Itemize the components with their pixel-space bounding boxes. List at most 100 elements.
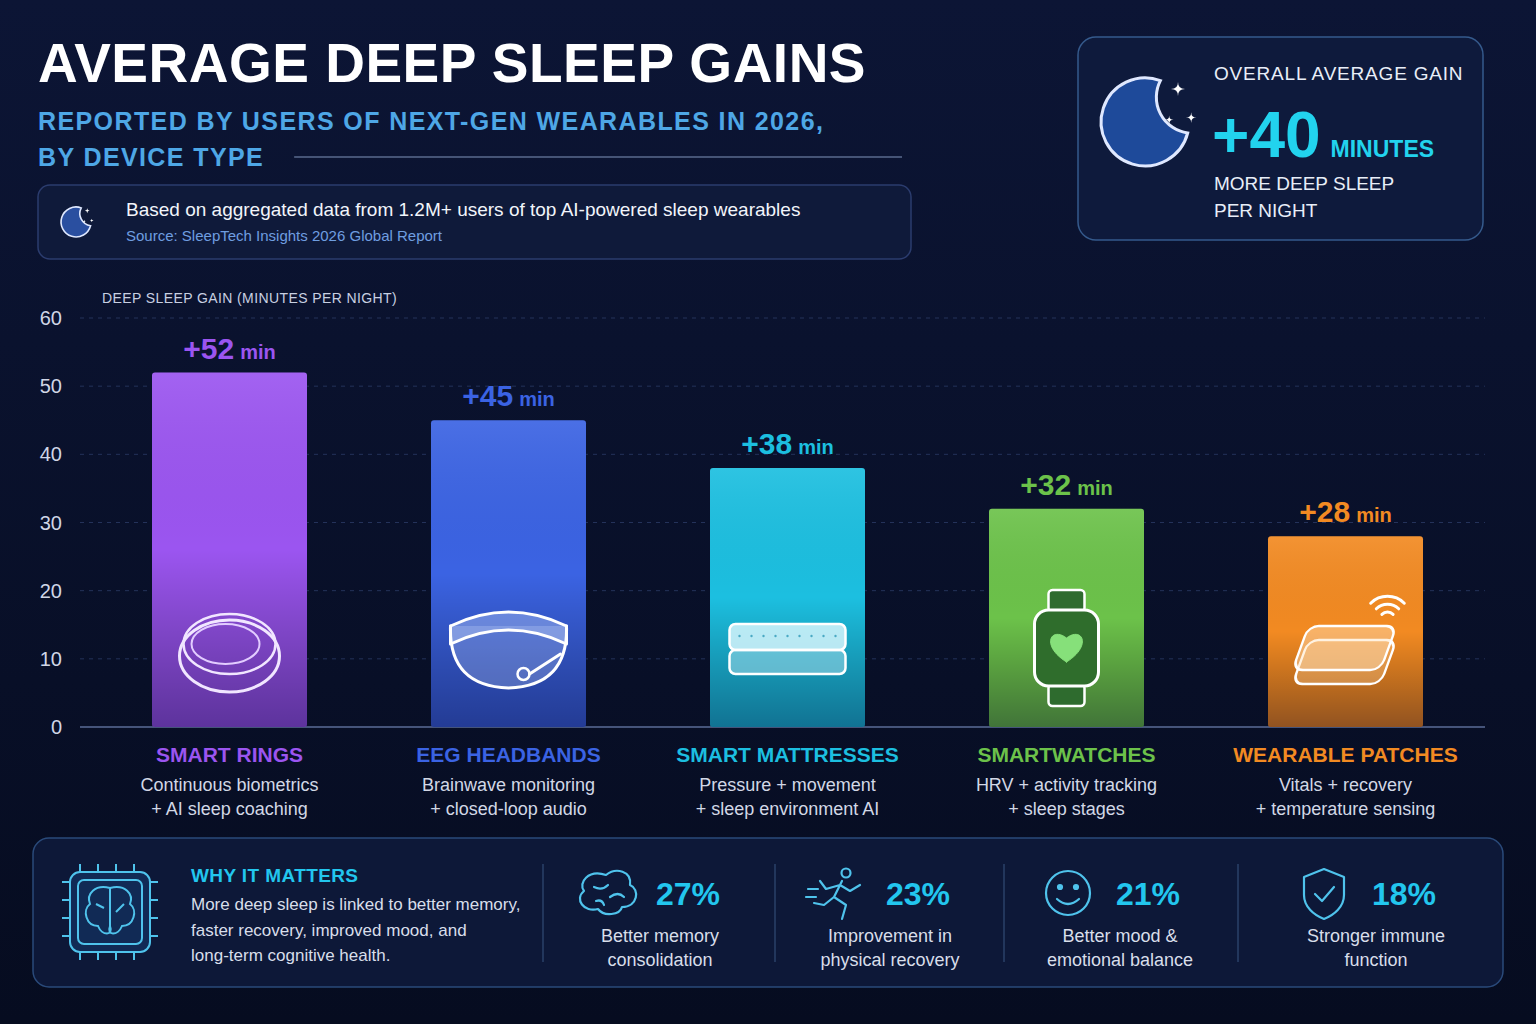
star bbox=[1165, 115, 1174, 124]
strap bbox=[530, 654, 561, 674]
speed-line bbox=[806, 889, 818, 897]
subtitle: REPORTED BY USERS OF NEXT-GEN WEARABLES … bbox=[38, 107, 824, 135]
data-label-unit: min bbox=[240, 341, 276, 363]
divider bbox=[1237, 864, 1239, 962]
note-box bbox=[38, 185, 911, 259]
signal bbox=[1371, 596, 1405, 603]
dot bbox=[822, 635, 824, 637]
bar-shade bbox=[152, 373, 307, 727]
stat-icon bbox=[1304, 869, 1344, 919]
category-description: + temperature sensing bbox=[1256, 799, 1436, 819]
data-label: +28min bbox=[1299, 495, 1391, 528]
category-description: + closed-loop audio bbox=[430, 799, 587, 819]
category-description: Continuous biometrics bbox=[140, 775, 318, 795]
text-line: function bbox=[1344, 950, 1407, 970]
summary-value: +40 bbox=[1212, 99, 1321, 171]
summary-caption: PER NIGHT bbox=[1214, 200, 1318, 221]
stat-label: Stronger immune function bbox=[1307, 926, 1445, 970]
ring bbox=[180, 620, 280, 692]
grid bbox=[80, 318, 1485, 727]
ring bbox=[184, 614, 276, 674]
divider bbox=[294, 156, 902, 158]
pin bbox=[115, 864, 117, 872]
stat-label: Better mood &emotional balance bbox=[1047, 926, 1193, 970]
category-description: Pressure + movement bbox=[699, 775, 876, 795]
category-description: Vitals + recovery bbox=[1279, 775, 1412, 795]
bars bbox=[152, 373, 1423, 727]
tick-label: 60 bbox=[40, 307, 62, 329]
pin bbox=[150, 935, 158, 937]
data-label-unit: min bbox=[798, 436, 834, 458]
pin bbox=[150, 881, 158, 883]
text-line: physical recovery bbox=[820, 950, 959, 970]
category-label: SMART MATTRESSES bbox=[676, 743, 898, 766]
text-line: consolidation bbox=[607, 950, 712, 970]
pin bbox=[115, 952, 117, 960]
text-line: Better memory bbox=[601, 926, 719, 946]
bar-shade bbox=[710, 468, 865, 727]
stat-icon bbox=[580, 871, 636, 914]
pin bbox=[150, 917, 158, 919]
bar bbox=[989, 509, 1144, 727]
device-icon bbox=[1292, 596, 1404, 684]
star bbox=[85, 208, 90, 213]
pin bbox=[62, 881, 70, 883]
band bbox=[451, 612, 567, 644]
chip-inner bbox=[78, 880, 142, 944]
heart bbox=[1051, 634, 1083, 662]
bar bbox=[431, 420, 586, 727]
bar-shade bbox=[989, 509, 1144, 727]
tick-label: 40 bbox=[40, 443, 62, 465]
brain bbox=[86, 887, 111, 933]
summary-unit: MINUTES bbox=[1331, 136, 1435, 162]
data-label-number: +52 bbox=[183, 332, 234, 365]
category-description: HRV + activity tracking bbox=[976, 775, 1157, 795]
data-label: +38min bbox=[741, 427, 833, 460]
star bbox=[83, 220, 86, 223]
pin bbox=[97, 864, 99, 872]
text-line: Stronger immune bbox=[1307, 926, 1445, 946]
eye bbox=[1058, 885, 1062, 889]
dot bbox=[786, 635, 788, 637]
bar bbox=[1268, 536, 1423, 727]
stat-value: 21% bbox=[1116, 876, 1180, 912]
text-line: faster recovery, improved mood, and bbox=[191, 921, 467, 940]
category-description: Brainwave monitoring bbox=[422, 775, 595, 795]
text-line: Better mood & bbox=[1062, 926, 1177, 946]
moon bbox=[61, 207, 91, 237]
category-description: + sleep environment AI bbox=[696, 799, 880, 819]
panel-text: More deep sleep is linked to better memo… bbox=[191, 895, 520, 965]
moon-icon bbox=[1101, 78, 1196, 166]
brain bbox=[109, 887, 134, 933]
stat-value: 18% bbox=[1372, 876, 1436, 912]
tick-label: 10 bbox=[40, 648, 62, 670]
stat-icon bbox=[806, 869, 860, 920]
pin bbox=[79, 864, 81, 872]
bar-shade bbox=[431, 420, 586, 727]
category-label: SMARTWATCHES bbox=[977, 743, 1155, 766]
device-icon bbox=[450, 612, 566, 688]
data-label-unit: min bbox=[1356, 504, 1392, 526]
stat-value: 23% bbox=[886, 876, 950, 912]
dot bbox=[738, 635, 740, 637]
runner bbox=[814, 881, 860, 919]
shield bbox=[1304, 869, 1344, 919]
pin bbox=[62, 917, 70, 919]
device-icon bbox=[180, 614, 280, 692]
category-label: EEG HEADBANDS bbox=[416, 743, 600, 766]
infographic: AVERAGE DEEP SLEEP GAINSREPORTED BY USER… bbox=[0, 0, 1536, 1024]
chip-icon bbox=[62, 864, 158, 960]
text-line: long-term cognitive health. bbox=[191, 946, 390, 965]
stat-icon bbox=[1046, 871, 1090, 915]
bottom-panel bbox=[33, 838, 1503, 987]
brain bbox=[580, 871, 636, 914]
axis-title: DEEP SLEEP GAIN (MINUTES PER NIGHT) bbox=[102, 290, 397, 306]
head bbox=[842, 869, 851, 878]
category-label: SMART RINGS bbox=[156, 743, 303, 766]
brain-circuit bbox=[96, 896, 124, 920]
category-description: + AI sleep coaching bbox=[151, 799, 308, 819]
dot bbox=[834, 635, 836, 637]
divider bbox=[542, 864, 544, 962]
text-line: More deep sleep is linked to better memo… bbox=[191, 895, 520, 914]
bar-shade bbox=[1268, 536, 1423, 727]
